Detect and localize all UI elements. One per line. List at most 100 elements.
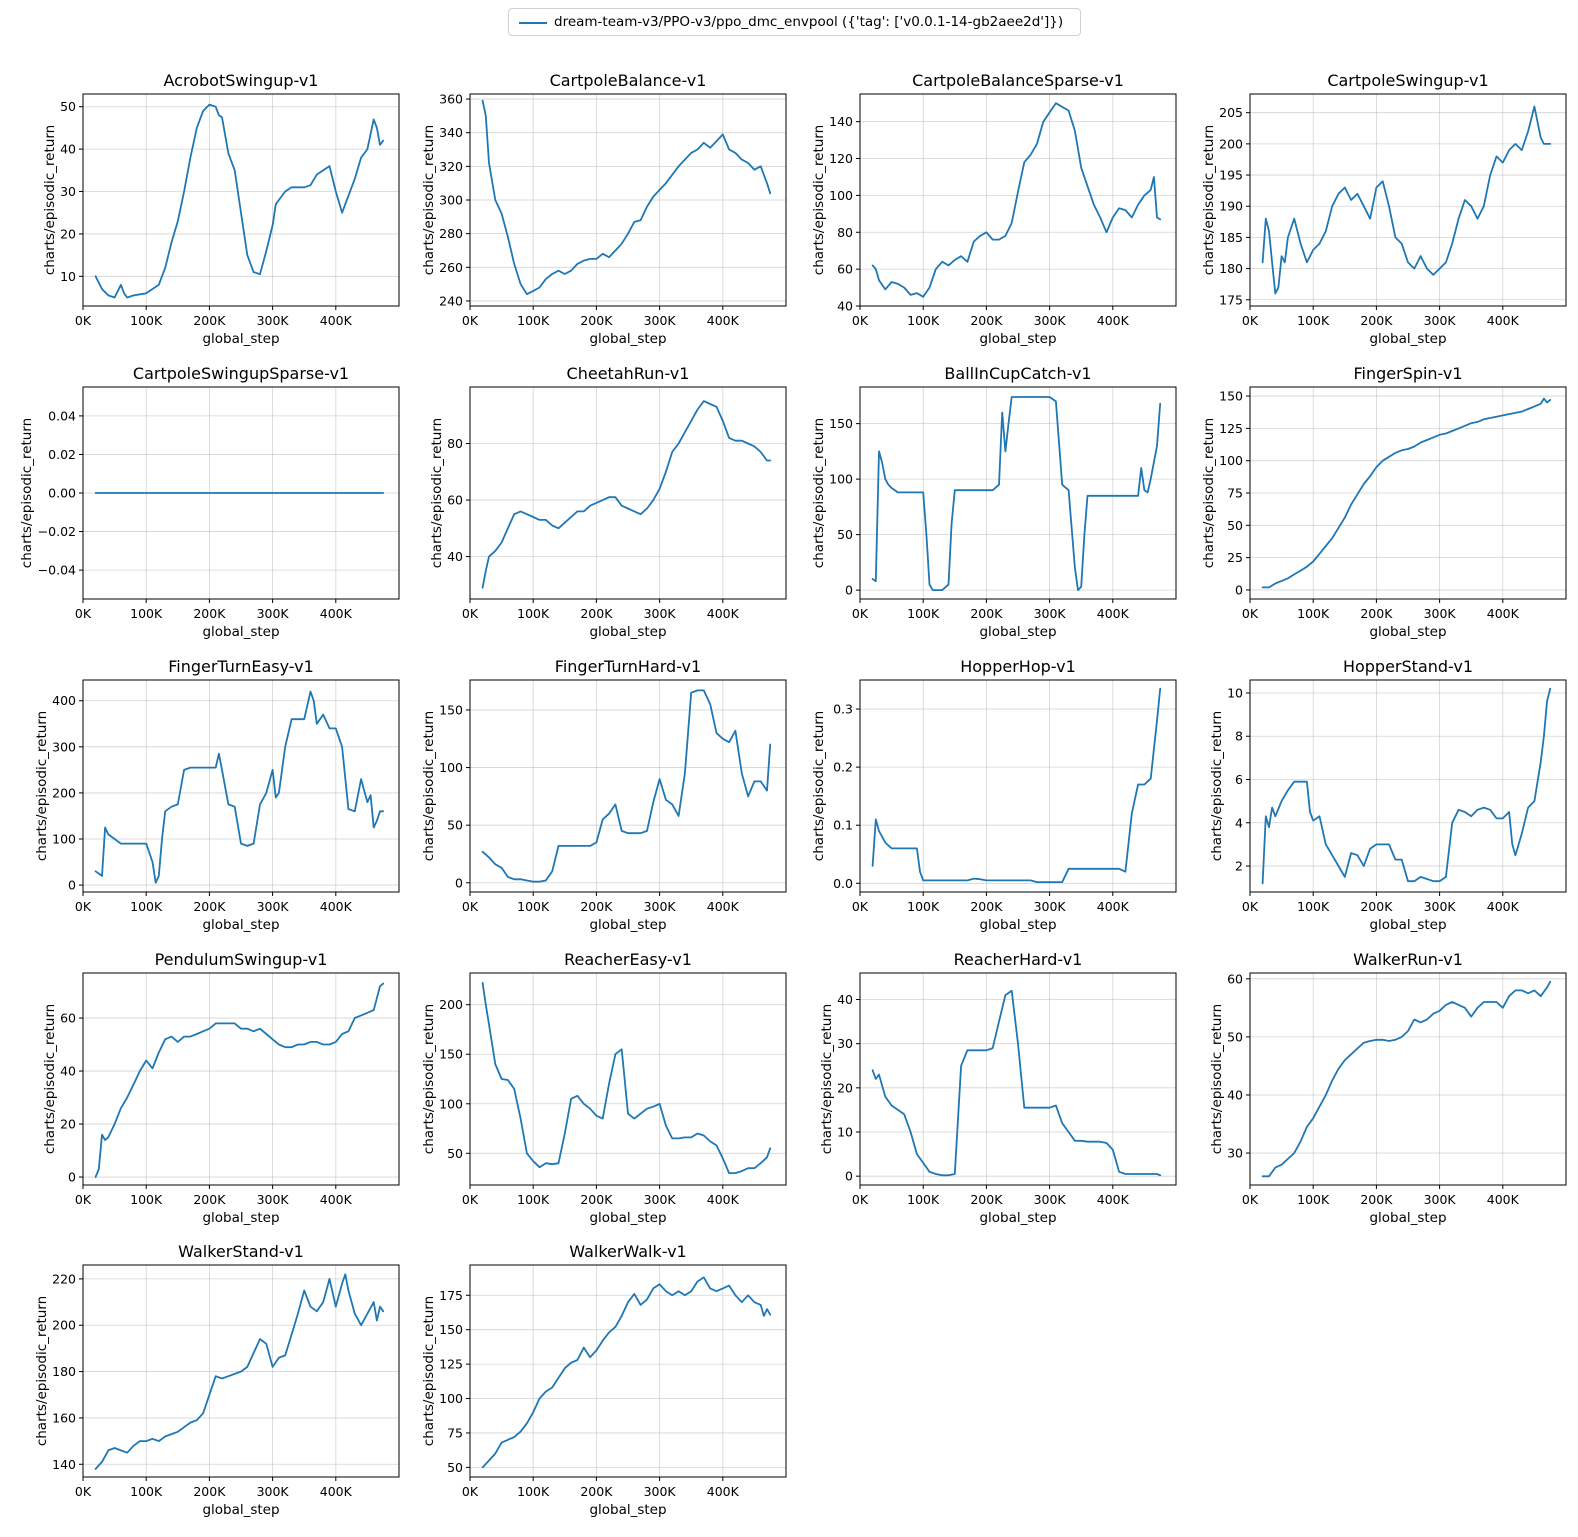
y-tick-label: 2 [1235,859,1243,874]
x-tick-label: 400K [707,899,740,914]
series-line [94,1273,385,1470]
y-axis-label: charts/episodic_return [421,125,437,275]
y-tick-label: 320 [439,159,463,174]
y-tick-label: 300 [439,193,463,208]
y-tick-label: 80 [837,225,853,240]
subplot-title: CartpoleBalanceSparse-v1 [912,71,1124,90]
y-tick-label: 220 [52,1271,76,1286]
y-tick-label: 0.3 [833,702,853,717]
x-axis-label: global_step [1369,624,1446,640]
y-tick-label: 100 [1219,453,1243,468]
y-tick-label: 0 [845,1169,853,1184]
subplot-title: CartpoleSwingup-v1 [1327,71,1488,90]
y-tick-label: 140 [52,1457,76,1472]
series-line [871,687,1162,883]
y-tick-label: 25 [1227,550,1243,565]
x-axis-label: global_step [979,331,1056,347]
subplot-title: FingerSpin-v1 [1353,364,1462,383]
y-axis-label: charts/episodic_return [34,711,50,861]
series-line [94,690,385,884]
subplot-reachereasy-v1: 0K 100K 200K 300K 400K 50 100 150 200 ReacherEasy… [421,950,787,1226]
axes-frame [82,386,400,600]
subplot-fingerspin-v1: 0K 100K 200K 300K 400K 0 25 50 75 100 125 150 Finger… [1201,364,1567,640]
x-tick-label: 0K [75,313,92,328]
y-axis-label: charts/episodic_return [819,1004,835,1154]
x-tick-label: 400K [1487,313,1520,328]
y-tick-label: 100 [829,472,853,487]
x-tick-label: 200K [193,1192,226,1207]
subplot-title: HopperStand-v1 [1343,657,1473,676]
x-tick-label: 200K [1360,606,1393,621]
x-tick-label: 0K [1242,606,1259,621]
x-tick-label: 0K [462,606,479,621]
x-tick-label: 200K [970,606,1003,621]
x-axis-label: global_step [979,917,1056,933]
y-tick-label: 300 [52,739,76,754]
subplot-acrobotswingup-v1: 0K 100K 200K 300K 400K 10 20 30 40 50 AcrobotSwing… [42,71,400,347]
x-axis-label: global_step [589,1502,666,1518]
axes-frame [1249,93,1567,307]
subplot-fingerturneasy-v1: 0K 100K 200K 300K 400K 0 100 200 300 400 FingerTur… [34,657,400,933]
y-tick-label: 400 [52,693,76,708]
x-tick-label: 300K [257,313,290,328]
x-tick-label: 0K [1242,313,1259,328]
y-tick-label: 0.00 [48,486,76,501]
y-tick-label: 50 [447,1460,463,1475]
x-tick-label: 0K [852,1192,869,1207]
y-tick-label: 150 [829,416,853,431]
x-tick-label: 200K [193,899,226,914]
x-tick-label: 300K [644,1484,677,1499]
y-tick-label: 40 [1227,1087,1243,1102]
subplot-title: ReacherEasy-v1 [564,950,692,969]
x-tick-label: 300K [257,1192,290,1207]
y-tick-label: 6 [1235,772,1243,787]
x-tick-label: 200K [580,1192,613,1207]
y-tick-label: 0.1 [833,818,853,833]
y-axis-label: charts/episodic_return [421,1296,437,1446]
y-tick-label: 0 [68,1170,76,1185]
y-tick-label: 125 [1219,421,1243,436]
y-tick-label: 0.02 [48,447,76,462]
y-tick-label: 10 [60,269,76,284]
y-tick-label: 60 [447,493,463,508]
x-tick-label: 0K [462,1192,479,1207]
subplot-pendulumswingup-v1: 0K 100K 200K 300K 400K 0 20 40 60 PendulumSwingup… [42,950,400,1226]
y-tick-label: 140 [829,114,853,129]
x-axis-label: global_step [979,1210,1056,1226]
x-tick-label: 100K [130,313,163,328]
subplot-title: WalkerStand-v1 [178,1242,304,1261]
y-tick-label: 260 [439,260,463,275]
y-tick-label: 185 [1219,230,1243,245]
x-tick-label: 100K [907,899,940,914]
y-tick-label: 30 [837,1036,853,1051]
x-tick-label: 400K [320,606,353,621]
y-tick-label: 100 [52,832,76,847]
axes-frame [469,93,787,307]
x-axis-label: global_step [1369,917,1446,933]
subplot-reacherhard-v1: 0K 100K 200K 300K 400K 0 10 20 30 40 ReacherHard-v… [819,950,1177,1226]
x-tick-label: 100K [130,1192,163,1207]
x-axis-label: global_step [202,917,279,933]
y-tick-label: 50 [60,99,76,114]
x-tick-label: 300K [257,606,290,621]
y-tick-label: 40 [837,299,853,314]
x-tick-label: 400K [707,1484,740,1499]
x-tick-label: 400K [707,606,740,621]
x-tick-label: 100K [1297,899,1330,914]
axes-frame [469,1264,787,1478]
y-axis-label: charts/episodic_return [1209,1004,1225,1154]
y-tick-label: 50 [447,818,463,833]
x-tick-label: 300K [1034,606,1067,621]
x-axis-label: global_step [202,1210,279,1226]
y-tick-label: 30 [60,184,76,199]
y-tick-label: 340 [439,125,463,140]
y-axis-label: charts/episodic_return [811,711,827,861]
y-tick-label: 180 [52,1364,76,1379]
x-tick-label: 300K [644,606,677,621]
y-axis-label: charts/episodic_return [811,418,827,568]
x-tick-label: 100K [907,313,940,328]
x-tick-label: 400K [1097,899,1130,914]
y-axis-label: charts/episodic_return [421,711,437,861]
subplot-walkerstand-v1: 0K 100K 200K 300K 400K 140 160 180 200 220 WalkerS… [34,1242,400,1518]
x-tick-label: 100K [1297,1192,1330,1207]
